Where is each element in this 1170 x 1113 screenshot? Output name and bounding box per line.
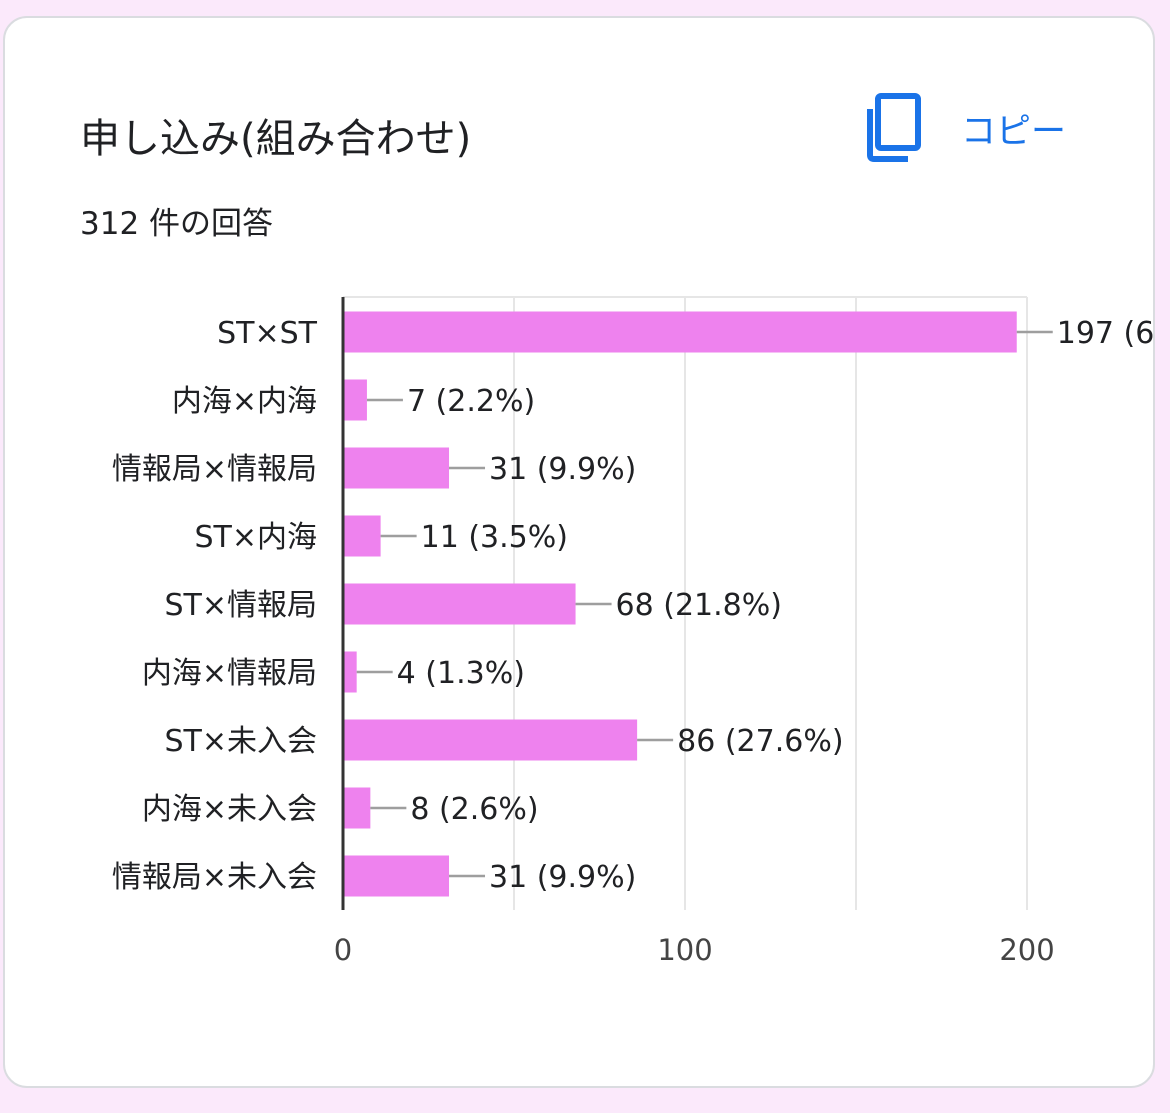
bar (343, 447, 450, 489)
question-title: 申し込み(組み合わせ) (80, 116, 472, 162)
bar (343, 379, 367, 421)
bar (343, 855, 450, 897)
copy-label: コピー (961, 111, 1067, 152)
bar (343, 719, 638, 761)
category-label: ST×ST (217, 316, 318, 351)
category-label: 情報局×未入会 (112, 860, 317, 895)
category-label: ST×内海 (194, 520, 317, 555)
data-label: 197 (63.1%) (1057, 316, 1153, 351)
category-label: ST×情報局 (164, 588, 317, 623)
copy-button[interactable]: コピー (865, 88, 1095, 168)
data-label: 68 (21.8%) (616, 588, 782, 623)
category-label: ST×未入会 (164, 724, 317, 759)
data-label: 11 (3.5%) (421, 520, 568, 555)
bar-chart: ST×ST 197 (63.1%) 内海×内海 7 (2.2%) 情報局×情報局 31 (… (112, 296, 1153, 967)
tick-label: 200 (999, 933, 1054, 967)
data-label: 31 (9.9%) (489, 452, 636, 487)
data-label: 7 (2.2%) (407, 384, 535, 419)
category-label: 内海×未入会 (142, 792, 317, 827)
bar (343, 311, 1017, 353)
data-label: 4 (1.3%) (397, 656, 525, 691)
bar (343, 515, 381, 557)
category-label: 内海×内海 (172, 384, 317, 419)
bar (343, 787, 371, 829)
category-label: 内海×情報局 (142, 656, 317, 691)
bar (343, 583, 576, 625)
tick-label: 0 (334, 933, 352, 967)
tick-label: 100 (657, 933, 712, 967)
category-label: 情報局×情報局 (112, 452, 317, 487)
data-label: 86 (27.6%) (677, 724, 843, 759)
bar (343, 651, 357, 693)
data-label: 31 (9.9%) (489, 860, 636, 895)
data-label: 8 (2.6%) (410, 792, 538, 827)
copy-icon (867, 93, 921, 162)
response-count: 312 件の回答 (80, 206, 274, 242)
chart-card: 申し込み(組み合わせ) 312 件の回答 コピー ST×ST 197 (63.1%… (3, 16, 1155, 1088)
